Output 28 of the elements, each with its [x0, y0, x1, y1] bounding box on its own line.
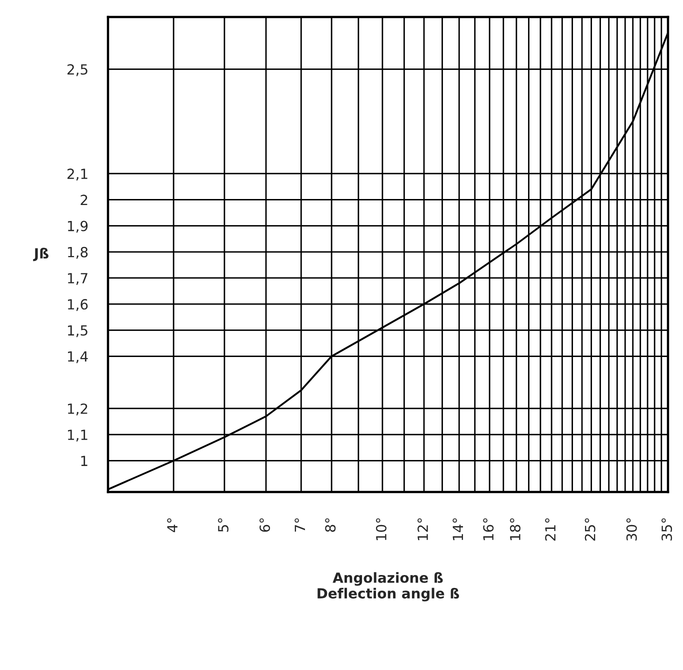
x-tick-label: 18°: [510, 518, 520, 540]
x-tick-label: 7°: [294, 518, 305, 532]
x-tick-label: 6°: [260, 518, 270, 532]
y-tick-label: 1,5: [68, 325, 88, 338]
y-tick-label: 1,4: [68, 351, 88, 364]
x-tick-label: 21°: [545, 518, 556, 541]
x-tick-label: 5°: [218, 518, 228, 532]
y-tick-label: 2: [80, 194, 88, 205]
y-tick-label: 1,2: [68, 403, 88, 416]
y-tick-label: 1,6: [68, 299, 88, 311]
x-axis-title: Angolazione ß Deflection angle ß: [318, 572, 460, 602]
y-tick-label: 2,5: [67, 64, 88, 76]
x-tick-label: 10°: [376, 518, 386, 540]
x-tick-label: 14°: [452, 518, 463, 540]
x-tick-label: 8°: [325, 518, 336, 532]
x-tick-label: 25°: [584, 518, 596, 541]
x-tick-label: 35°: [662, 518, 672, 541]
y-tick-label: 1,1: [68, 430, 88, 442]
y-tick-label: 1: [81, 456, 88, 466]
y-tick-label: 1,7: [68, 273, 88, 285]
x-tick-label: 16°: [483, 518, 494, 540]
x-tick-label: 30°: [626, 518, 637, 541]
y-tick-label: 1,9: [68, 220, 88, 233]
x-tick-label: 4°: [167, 518, 178, 532]
y-axis-title: Jß: [33, 248, 48, 262]
y-tick-label: 1,8: [68, 246, 88, 259]
y-tick-label: 2,1: [67, 168, 88, 180]
x-tick-label: 12°: [418, 518, 428, 540]
